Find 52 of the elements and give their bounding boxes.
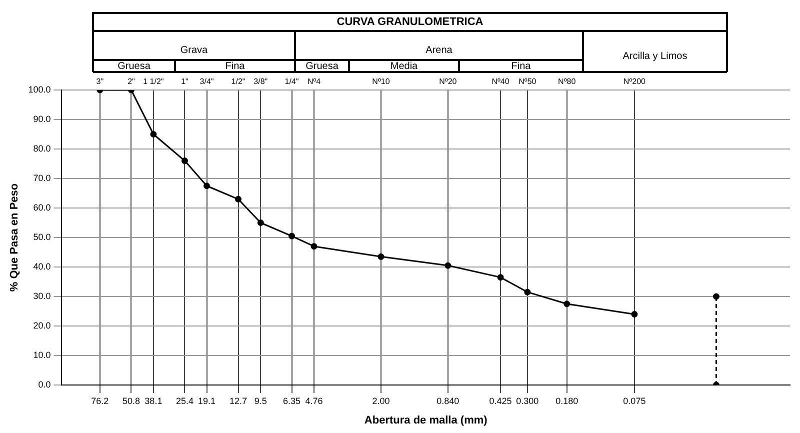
- x-tick-label: 12.7: [229, 396, 248, 406]
- y-tick-label: 10.0: [33, 350, 51, 360]
- text: 3/8": [254, 77, 268, 86]
- y-tick-label: 90.0: [33, 114, 51, 124]
- y-tick-label: 20.0: [33, 320, 51, 330]
- text: Nº50: [518, 77, 537, 86]
- text: 3/4": [200, 77, 214, 86]
- x-tick-label: 0.180: [556, 396, 578, 406]
- text: 2": [128, 77, 136, 86]
- x-tick-label: 38.1: [144, 396, 162, 406]
- y-tick-label: 50.0: [33, 232, 51, 242]
- text: Nº10: [372, 77, 390, 86]
- y-axis-title: % Que Pasa en Peso: [8, 183, 21, 292]
- x-tick-label: 0.840: [436, 396, 460, 406]
- text: Media: [349, 60, 459, 73]
- text: 3": [96, 77, 104, 86]
- x-tick-label: 76.2: [91, 396, 109, 406]
- x-tick-label: 50.8: [122, 396, 140, 406]
- x-tick-label: 9.5: [254, 396, 267, 406]
- chart-title: CURVA GRANULOMETRICA: [93, 13, 727, 31]
- x-axis-title: Abertura de malla (mm): [364, 414, 488, 426]
- x-tick-label: 0.075: [623, 396, 646, 406]
- text: Grava: [93, 31, 295, 60]
- text: 1/4": [284, 77, 299, 86]
- x-tick-label: 4.76: [305, 396, 323, 406]
- text: Fina: [459, 60, 583, 73]
- text: Nº4: [307, 77, 322, 86]
- y-tick-label: 60.0: [33, 202, 51, 212]
- y-tick-label: 100.0: [28, 84, 51, 94]
- text: Nº200: [623, 77, 646, 86]
- text: Gruesa: [93, 60, 175, 73]
- x-tick-label: 6.35: [283, 396, 301, 406]
- y-tick-label: 30.0: [33, 290, 51, 301]
- x-tick-label: 19.1: [198, 396, 216, 406]
- x-tick-label: 2.00: [372, 396, 390, 406]
- text: Arcilla y Limos: [583, 31, 727, 73]
- text: Gruesa: [295, 60, 349, 73]
- y-tick-label: 40.0: [33, 261, 51, 272]
- x-tick-label: 0.300: [516, 396, 539, 406]
- text: Nº20: [439, 77, 458, 86]
- text: 1": [181, 77, 189, 86]
- text: Nº40: [492, 77, 510, 86]
- y-tick-label: 80.0: [33, 143, 51, 154]
- y-tick-label: 0.0: [38, 379, 51, 390]
- x-tick-label: 0.425: [489, 396, 512, 406]
- text: Nº80: [558, 77, 576, 86]
- text: 1/2": [231, 77, 246, 86]
- x-tick-label: 25.4: [176, 396, 194, 406]
- text: Fina: [175, 60, 295, 73]
- text: Arena: [295, 31, 583, 60]
- y-tick-label: 70.0: [33, 172, 51, 183]
- text: 1 1/2": [143, 77, 164, 86]
